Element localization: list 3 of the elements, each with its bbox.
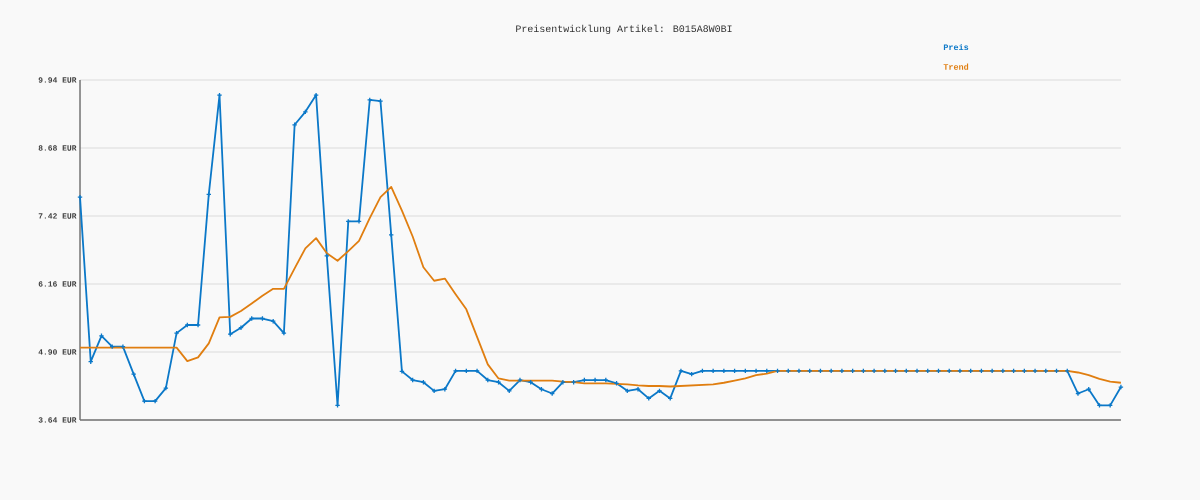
text: Trend	[943, 63, 969, 70]
chart-title: Preisentwicklung Artikel: B015A8W0BI	[516, 24, 732, 35]
text: Preis	[943, 43, 969, 51]
